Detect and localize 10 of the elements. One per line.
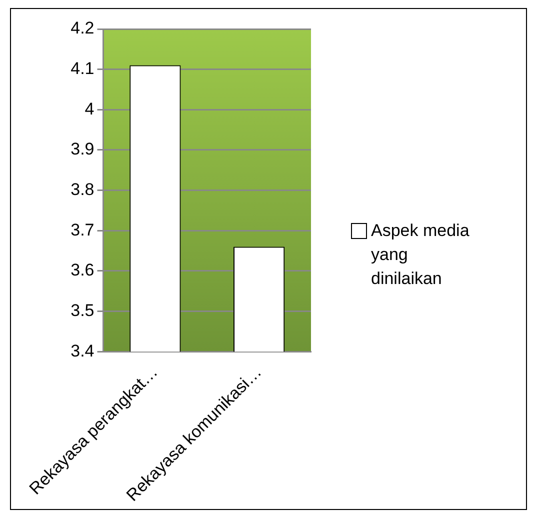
y-tick-label: 3.5: [70, 300, 94, 320]
y-tick-label: 3.6: [70, 260, 94, 280]
text: Aspek media yang dinilaikan: [371, 220, 470, 290]
y-tick-label: 3.9: [70, 140, 94, 159]
y-tick-label: 4: [84, 99, 94, 118]
y-tick-label: 3.8: [70, 180, 94, 200]
y-tick-label: 4.2: [70, 18, 94, 38]
y-tick-label: 3.4: [70, 341, 94, 360]
y-tick-label: 4.1: [70, 59, 94, 78]
y-tick-label: 3.7: [70, 220, 94, 240]
